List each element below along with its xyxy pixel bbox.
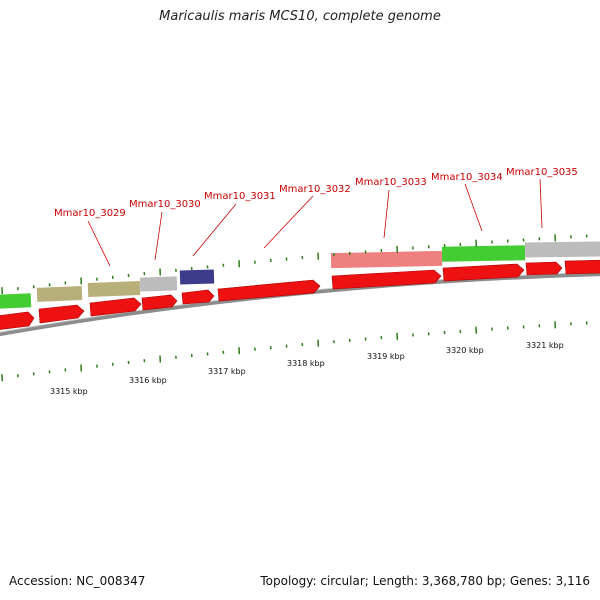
cds-arrow — [564, 259, 600, 275]
gene-label-3029: Mmar10_3029 — [54, 208, 126, 219]
leader-3035 — [539, 178, 543, 229]
feature-track — [0, 241, 600, 309]
accession-text: Accession: NC_008347 — [9, 574, 146, 588]
feature-pink — [330, 250, 443, 269]
cds-arrow — [89, 297, 142, 317]
leader-3031 — [192, 203, 237, 257]
leader-3034 — [464, 183, 483, 232]
gene-label-3035: Mmar10_3035 — [506, 167, 578, 178]
leader-3032 — [263, 195, 314, 249]
inner-ticks — [1, 321, 588, 382]
gene-label-3034: Mmar10_3034 — [431, 172, 503, 183]
cds-arrow — [0, 311, 35, 330]
cds-arrow — [141, 294, 178, 311]
cds-arrow — [525, 261, 563, 276]
leader-3029 — [87, 220, 111, 267]
cds-track — [0, 259, 600, 330]
leader-3030 — [154, 211, 163, 261]
kbp-label-3320: 3320 kbp — [446, 346, 484, 355]
map-title: Maricaulis maris MCS10, complete genome — [159, 9, 441, 24]
kbp-label-3318: 3318 kbp — [287, 359, 325, 368]
gene-label-3030: Mmar10_3030 — [129, 199, 201, 210]
kbp-label-3316: 3316 kbp — [129, 376, 167, 385]
cds-arrow — [181, 289, 215, 305]
gene-label-3031: Mmar10_3031 — [204, 191, 276, 202]
feature-navy — [179, 269, 215, 285]
cds-arrow — [331, 269, 442, 290]
gene-leaders — [87, 178, 543, 267]
kbp-labels: 3315 kbp 3316 kbp 3317 kbp 3318 kbp 3319… — [50, 341, 564, 396]
kbp-label-3315: 3315 kbp — [50, 387, 88, 396]
cds-arrow — [217, 279, 321, 302]
feature-olive-1 — [36, 286, 83, 302]
kbp-label-3321: 3321 kbp — [526, 341, 564, 350]
kbp-label-3319: 3319 kbp — [367, 352, 405, 361]
gene-label-3032: Mmar10_3032 — [279, 184, 351, 195]
cds-arrow — [442, 263, 525, 282]
leader-3033 — [383, 189, 390, 239]
feature-olive-2 — [87, 281, 141, 297]
cds-arrow — [38, 304, 85, 324]
feature-green-right — [441, 245, 526, 262]
feature-grey-1 — [139, 276, 178, 292]
kbp-label-3317: 3317 kbp — [208, 367, 246, 376]
gene-label-3033: Mmar10_3033 — [355, 177, 427, 188]
feature-green-left — [0, 293, 32, 309]
gene-labels: Mmar10_3029 Mmar10_3030 Mmar10_3031 Mmar… — [54, 167, 578, 219]
genome-stats-text: Topology: circular; Length: 3,368,780 bp… — [260, 574, 590, 588]
feature-grey-right — [524, 241, 600, 258]
outer-ticks — [1, 234, 588, 295]
